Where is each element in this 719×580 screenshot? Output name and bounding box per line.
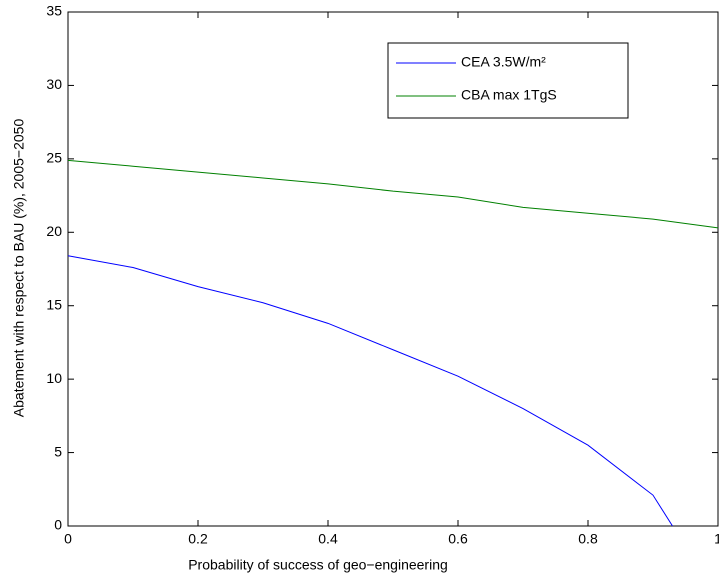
series-line [67,255,673,527]
y-tick-label: 10 [46,370,62,386]
y-tick-label: 15 [46,296,62,312]
x-tick-label: 0.4 [318,531,338,547]
y-tick-label: 0 [54,517,62,533]
y-tick-label: 35 [46,3,62,19]
y-axis-label: Abatement with respect to BAU (%), 2005−… [11,119,27,418]
y-tick-label: 25 [46,150,62,166]
series-line [67,159,719,229]
x-tick-label: 0.6 [448,531,468,547]
x-tick-label: 0.8 [578,531,598,547]
legend-label: CEA 3.5W/m² [461,54,546,70]
x-tick-label: 0 [64,531,72,547]
x-axis-label: Probability of success of geo−engineerin… [188,557,448,573]
y-tick-label: 30 [46,76,62,92]
y-tick-label: 20 [46,223,62,239]
y-tick-label: 5 [54,443,62,459]
x-tick-label: 1 [714,531,719,547]
x-tick-label: 0.2 [188,531,208,547]
legend-label: CBA max 1TgS [461,87,557,103]
legend-box [387,42,629,119]
